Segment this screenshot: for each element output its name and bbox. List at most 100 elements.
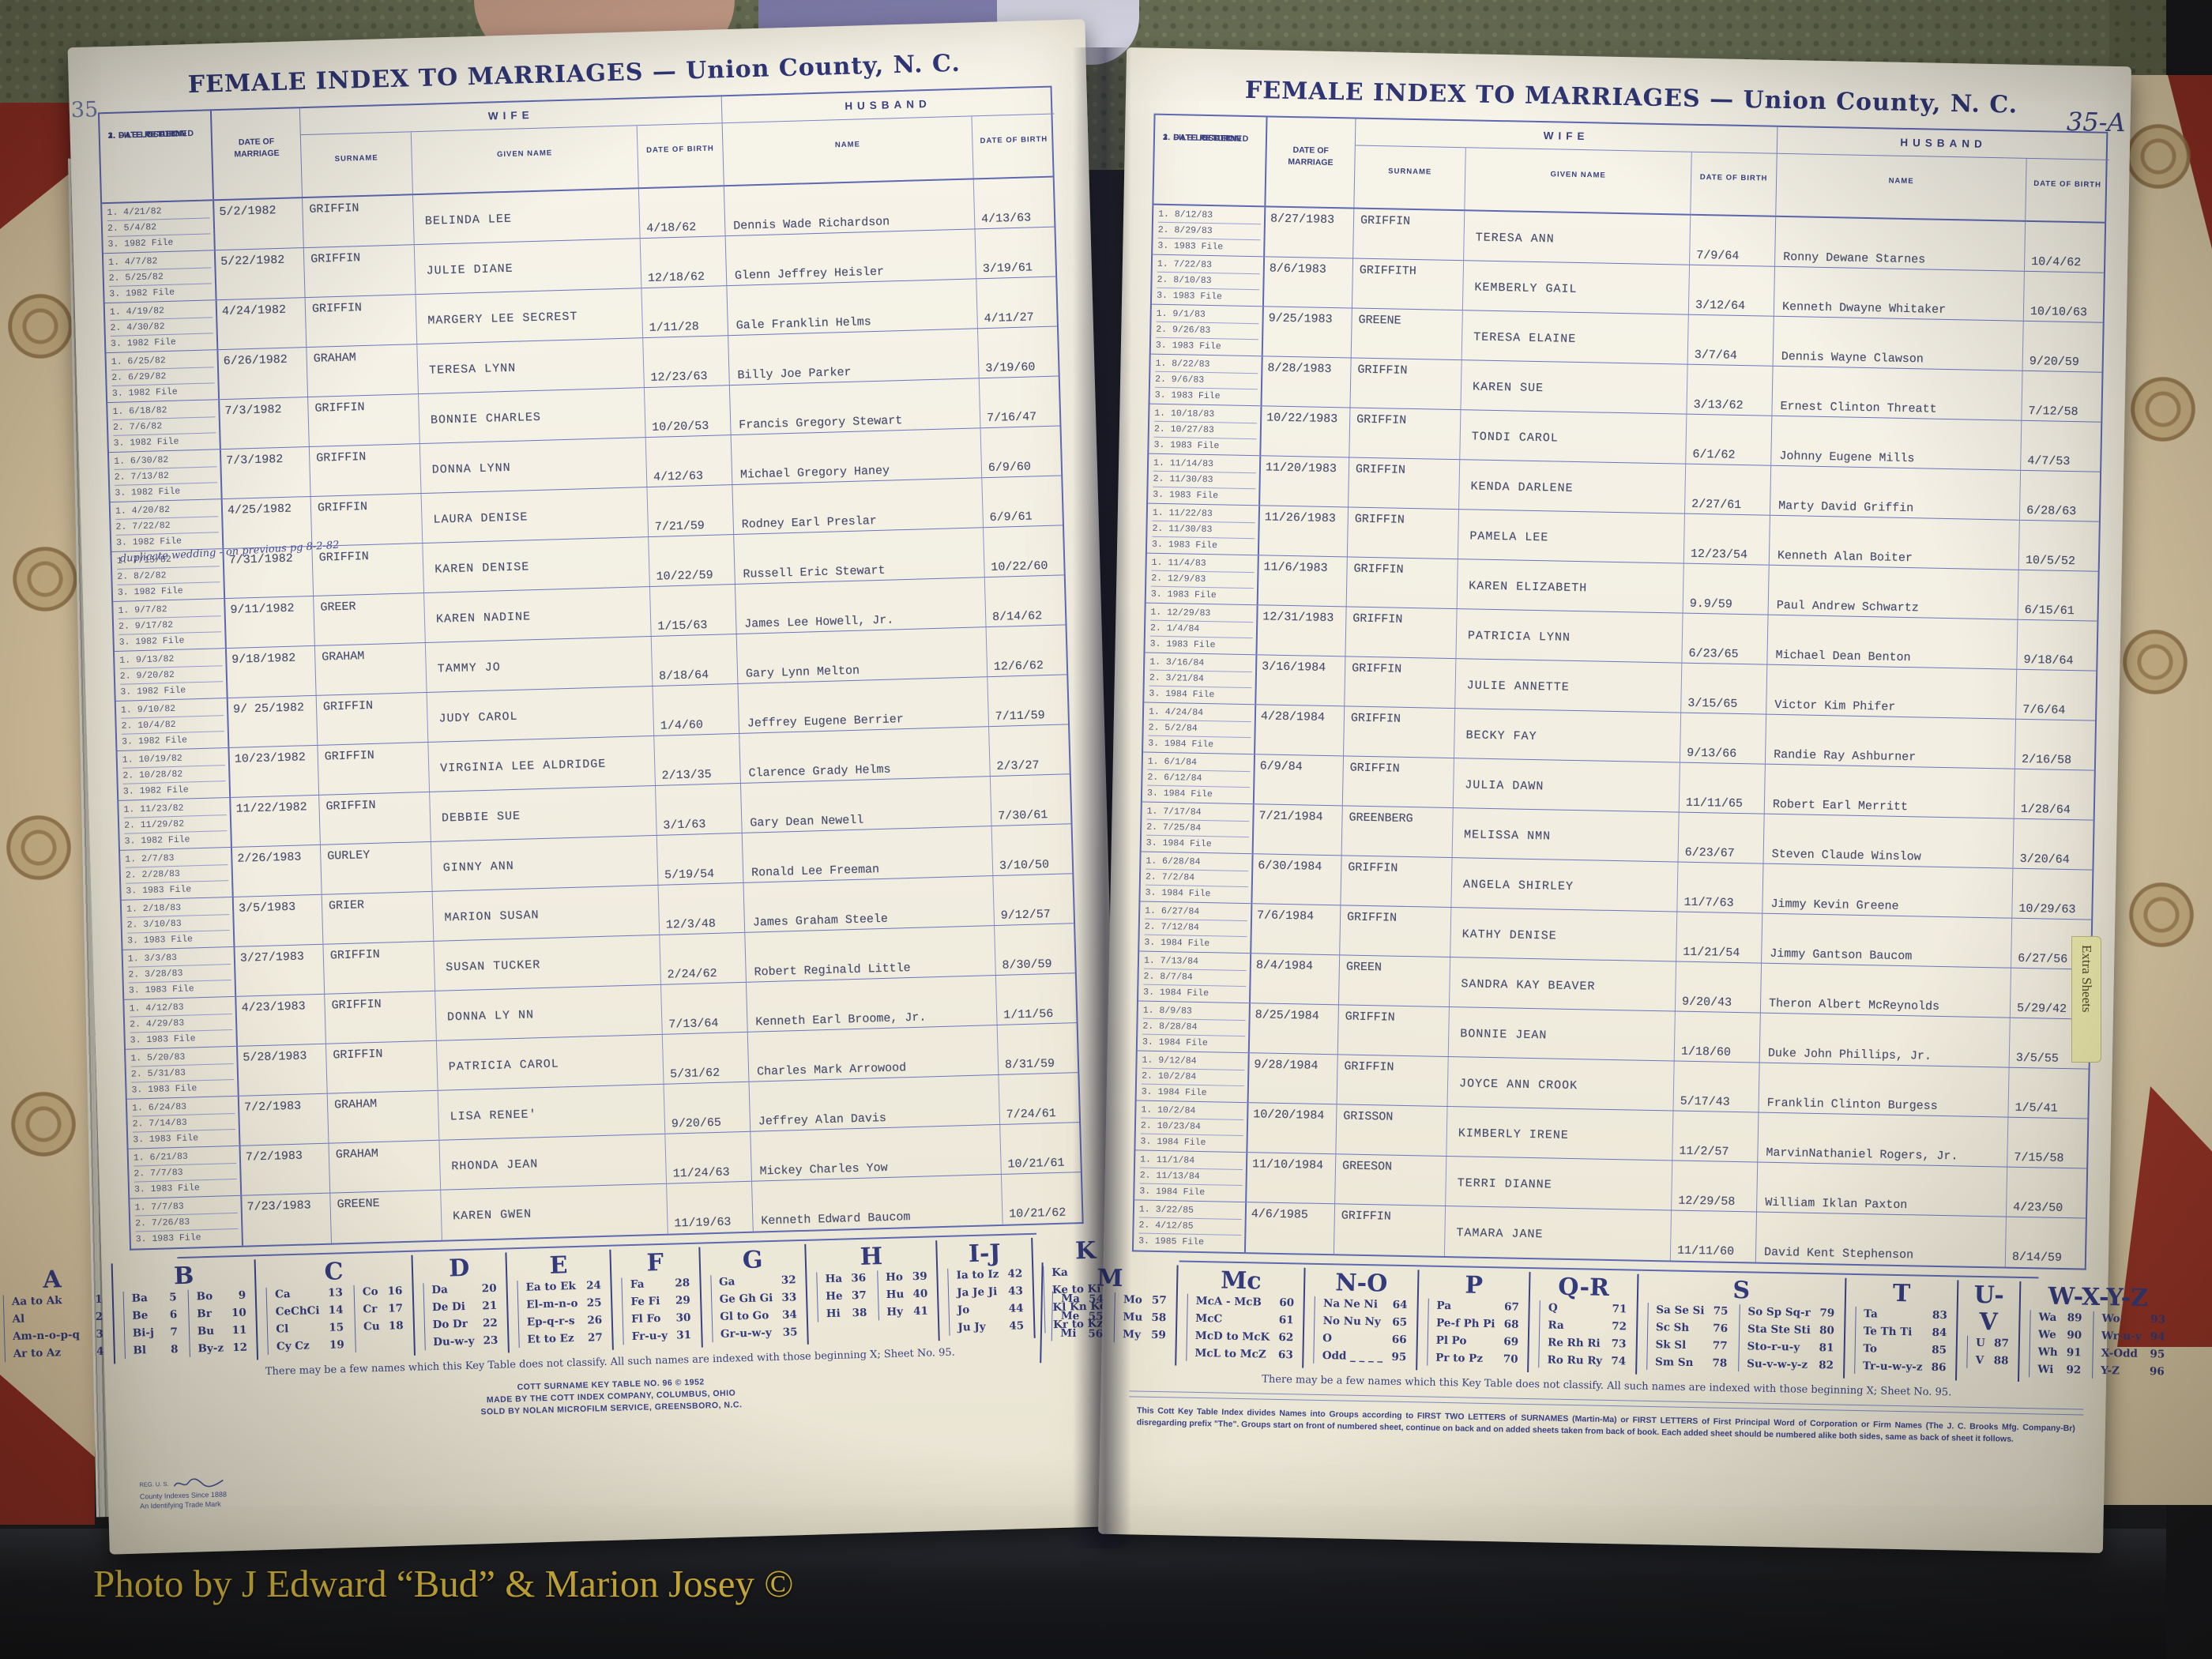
key-table-cell: Bl 8 bbox=[133, 1343, 179, 1357]
stamp-date-line: 1. 4/24/84 bbox=[1148, 704, 1252, 723]
wife-surname: GRIFFIN bbox=[1337, 1005, 1450, 1057]
stamp-date-line: 2. 7/12/84 bbox=[1144, 919, 1247, 938]
stamp-date-line: 2. 8/7/84 bbox=[1143, 969, 1247, 988]
husband-name: Jeffrey Alan Davis bbox=[749, 1074, 1001, 1131]
stamp-date-line: 2. 12/9/83 bbox=[1151, 570, 1255, 589]
marriage-date: 2/26/1983 bbox=[231, 845, 322, 897]
husband-date-of-birth: 4/11/27 bbox=[984, 310, 1034, 326]
marriage-date: 11/6/1983 bbox=[1258, 555, 1348, 607]
wife-given-name: KENDA DARLENE bbox=[1459, 460, 1687, 514]
stamp-date-line: 3. 1984 File bbox=[1144, 937, 1210, 950]
key-table-letter-block: Mc McA - McB 60 McC bbox=[1175, 1265, 1304, 1368]
stamp-dates: 1. 8/12/83 2. 8/29/83 3. 1983 File bbox=[1153, 205, 1266, 257]
stamp-date-line: 3. 1984 File bbox=[1149, 688, 1215, 701]
husband-name: David Kent Stephenson bbox=[1755, 1212, 2007, 1267]
marriage-date: 9/28/1984 bbox=[1248, 1053, 1338, 1104]
stamp-dates: 1. 9/10/82 2. 10/4/82 3. 1982 File bbox=[115, 698, 230, 750]
marriage-date: 7/3/1982 bbox=[220, 397, 310, 450]
wife-given-name: KAREN GWEN bbox=[441, 1183, 668, 1240]
stamp-date-line: 2. 3/21/84 bbox=[1149, 670, 1253, 689]
husband-date-of-birth: 8/14/59 bbox=[2011, 1250, 2063, 1265]
key-table-letter: S bbox=[1732, 1276, 1751, 1305]
key-table-cell: Gl to Go 34 bbox=[720, 1308, 798, 1323]
wife-date-of-birth: 9/20/65 bbox=[664, 1082, 751, 1134]
key-table-letter: Q-R bbox=[1557, 1273, 1610, 1302]
key-table-column: Ca 13 CeChCi 14 Cl 15 bbox=[265, 1285, 345, 1355]
husband-date-of-birth: 7/24/61 bbox=[1006, 1106, 1057, 1122]
key-table-cell: Tr-u-w-y-z 86 bbox=[1862, 1360, 1947, 1375]
wife-given-name: MARION SUSAN bbox=[432, 885, 660, 941]
marriage-date: 8/27/1983 bbox=[1265, 207, 1355, 258]
husband-name: Steven Claude Winslow bbox=[1763, 814, 2014, 868]
key-table-letter: U-V bbox=[1973, 1281, 2005, 1337]
stamp-date-line: 1. 11/14/83 bbox=[1153, 455, 1257, 474]
marriage-date: 7/2/1983 bbox=[240, 1143, 331, 1195]
key-table-columns: Sa Se Si 75 Sc Sh 76 Sk Sl 77 bbox=[1646, 1302, 1835, 1374]
key-table-cell: Sta Ste Sti 80 bbox=[1747, 1322, 1835, 1337]
stamp-dates: 1. 3/22/85 2. 4/12/85 3. 1985 File bbox=[1133, 1200, 1247, 1253]
key-table-letter: F bbox=[646, 1248, 664, 1277]
column-header-wife-dob: DATE OF BIRTH bbox=[1691, 152, 1778, 216]
marriage-date: 11/26/1983 bbox=[1258, 506, 1349, 557]
key-table-letter: E bbox=[549, 1251, 568, 1280]
stamp-date-line: 3. 1982 File bbox=[122, 735, 188, 747]
key-table-cell: Q 71 bbox=[1548, 1301, 1627, 1316]
wife-given-name: GINNY ANN bbox=[431, 835, 659, 891]
stamp-date-line: 2. 11/30/83 bbox=[1153, 471, 1256, 490]
key-table-cell: No Nu Ny 65 bbox=[1322, 1315, 1408, 1330]
key-table-cell: V 88 bbox=[1975, 1353, 2009, 1367]
key-table-columns: Fa 28 Fe Fi 29 Fl Fo 30 bbox=[621, 1275, 692, 1345]
wife-date-of-birth: 12/29/58 bbox=[1672, 1161, 1759, 1212]
husband-date-of-birth: 3/19/60 bbox=[985, 360, 1036, 376]
stamp-date-line: 3. 1982 File bbox=[117, 585, 183, 598]
husband-date-of-birth: 2/3/27 bbox=[996, 758, 1040, 773]
key-table-columns: U 87 V 88 bbox=[1966, 1335, 2010, 1369]
key-table-cell: Bo 9 bbox=[196, 1288, 246, 1304]
stamp-dates: 1. 4/12/83 2. 4/29/83 3. 1983 File bbox=[124, 996, 238, 1049]
key-table-cell: Fe Fi 29 bbox=[630, 1293, 691, 1309]
wife-given-name: TERESA LYNN bbox=[417, 338, 645, 394]
husband-name: Paul Andrew Schwartz bbox=[1768, 565, 2019, 619]
key-table-cell: Ca 13 bbox=[274, 1286, 344, 1301]
marriage-date: 4/25/1982 bbox=[222, 496, 313, 549]
key-table-cell: Jo 44 bbox=[957, 1302, 1024, 1317]
stamp-dates: 1. 6/25/82 2. 6/29/82 3. 1982 File bbox=[106, 350, 220, 403]
husband-name: Michael Gregory Haney bbox=[731, 428, 983, 485]
stamp-date-line: 1. 6/28/84 bbox=[1146, 853, 1249, 872]
key-table-letter-block: N-O Na Ne Ni 64 No Nu Ny bbox=[1302, 1267, 1418, 1371]
husband-date-of-birth: 3/20/64 bbox=[2019, 852, 2070, 867]
marriage-date: 8/4/1984 bbox=[1250, 954, 1341, 1005]
stamp-dates: 1. 9/13/82 2. 9/20/82 3. 1982 File bbox=[114, 649, 228, 701]
stamp-dates: 1. 4/21/82 2. 5/4/82 3. 1982 File bbox=[102, 201, 216, 254]
wife-surname: GREENE bbox=[330, 1190, 442, 1243]
stamp-date-line: 1. 11/4/83 bbox=[1151, 555, 1255, 574]
key-table-cell: Da 20 bbox=[431, 1281, 497, 1297]
key-table-columns: Da 20 De Di 21 Do Dr 22 bbox=[423, 1281, 498, 1351]
wife-given-name: KAREN DENISE bbox=[423, 537, 650, 593]
wife-surname: GRIFFIN bbox=[1342, 756, 1454, 808]
wife-given-name: TERRI DIANNE bbox=[1446, 1156, 1673, 1210]
stamp-date-line: 1. 3/22/85 bbox=[1138, 1202, 1243, 1221]
wife-given-name: PATRICIA CAROL bbox=[436, 1034, 664, 1090]
husband-name: Franklin Clinton Burgess bbox=[1759, 1063, 2010, 1117]
husband-name: Marty David Griffin bbox=[1770, 465, 2022, 520]
key-table-column: U 87 V 88 bbox=[1966, 1335, 2010, 1369]
stamp-legend: 1. DATE ISSUED 2. DATE RETURNED 3. FILE LO… bbox=[1153, 115, 1268, 206]
stamp-date-line: 3. 1984 File bbox=[1145, 887, 1211, 900]
stamp-dates: 1. 4/19/82 2. 4/30/82 3. 1982 File bbox=[104, 300, 219, 353]
key-table-cell: Hi 38 bbox=[826, 1306, 867, 1321]
marriage-date: 4/24/1982 bbox=[216, 298, 307, 350]
stamp-date-line: 3. 1982 File bbox=[124, 834, 190, 847]
wife-surname: GRIFFIN bbox=[1334, 1204, 1446, 1256]
marriage-date: 8/25/1984 bbox=[1249, 1003, 1339, 1055]
column-header-surname: SURNAME bbox=[300, 132, 413, 198]
key-table-cell: Bu 11 bbox=[197, 1323, 247, 1338]
key-table-column: Sa Se Si 75 Sc Sh 76 Sk Sl 77 bbox=[1646, 1302, 1729, 1371]
wife-date-of-birth: 2/24/62 bbox=[660, 932, 747, 984]
wife-given-name: JUDY CAROL bbox=[427, 686, 655, 742]
marriage-date: 9/18/1982 bbox=[226, 645, 317, 698]
key-table-columns: Ga 32 Ge Gh Gi 33 Gl to Go 34 bbox=[709, 1273, 798, 1343]
key-table-cell: By-z 12 bbox=[198, 1341, 248, 1356]
key-table-columns: Ca 13 CeChCi 14 Cl 15 bbox=[265, 1284, 404, 1355]
marriage-date: 8/28/1983 bbox=[1262, 356, 1352, 408]
